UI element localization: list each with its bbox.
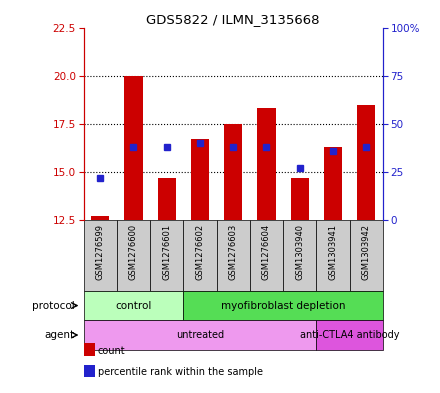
Text: anti-CTLA4 antibody: anti-CTLA4 antibody	[300, 330, 400, 340]
Bar	[117, 220, 150, 291]
Bar	[84, 291, 183, 320]
Bar	[257, 108, 275, 220]
Bar	[357, 105, 375, 220]
Text: myofibroblast depletion: myofibroblast depletion	[221, 301, 345, 310]
Text: GSM1303942: GSM1303942	[362, 224, 370, 279]
Text: percentile rank within the sample: percentile rank within the sample	[98, 367, 263, 377]
Bar	[349, 220, 383, 291]
Bar	[324, 147, 342, 220]
Text: GSM1276600: GSM1276600	[129, 224, 138, 280]
Bar	[191, 139, 209, 220]
Title: GDS5822 / ILMN_3135668: GDS5822 / ILMN_3135668	[147, 13, 320, 26]
Bar	[216, 220, 250, 291]
Text: GSM1276601: GSM1276601	[162, 224, 171, 280]
Text: protocol: protocol	[32, 301, 75, 310]
Bar	[84, 320, 316, 350]
Bar	[158, 178, 176, 220]
Bar	[250, 220, 283, 291]
Text: agent: agent	[45, 330, 75, 340]
Text: GSM1303941: GSM1303941	[328, 224, 337, 279]
Text: GSM1276602: GSM1276602	[195, 224, 205, 280]
Text: untreated: untreated	[176, 330, 224, 340]
Text: control: control	[115, 301, 152, 310]
Bar	[316, 220, 349, 291]
Bar	[150, 220, 183, 291]
Text: GSM1276604: GSM1276604	[262, 224, 271, 280]
Bar	[316, 320, 383, 350]
Text: GSM1303940: GSM1303940	[295, 224, 304, 279]
Bar	[183, 291, 383, 320]
Text: GSM1276603: GSM1276603	[229, 224, 238, 280]
Bar	[91, 216, 110, 220]
Bar	[84, 220, 117, 291]
Bar	[183, 220, 216, 291]
Bar	[290, 178, 309, 220]
Text: GSM1276599: GSM1276599	[96, 224, 105, 279]
Bar	[224, 124, 242, 220]
Bar	[125, 75, 143, 220]
Bar	[283, 220, 316, 291]
Text: count: count	[98, 345, 125, 356]
